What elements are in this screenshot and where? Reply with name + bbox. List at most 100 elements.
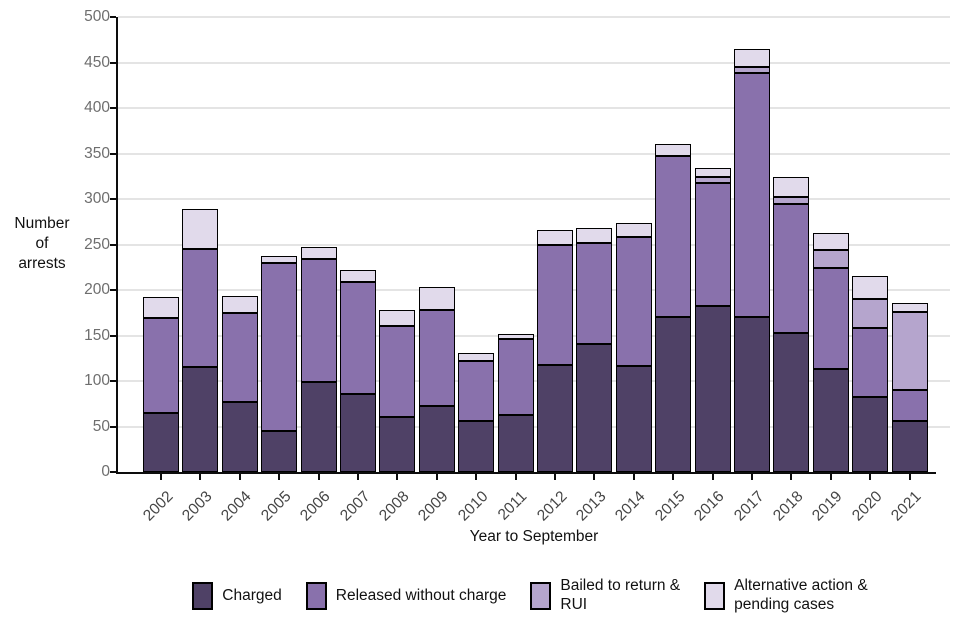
gridline-150 [118, 334, 950, 337]
gridline-200 [118, 289, 950, 291]
legend-item-charged: Charged [192, 582, 282, 610]
bar-segment-2003-released-without-charge [182, 249, 219, 368]
y-tick-label-50: 50 [92, 417, 110, 435]
bar-segment-2013-released-without-charge [576, 242, 613, 344]
y-axis-line [116, 17, 118, 474]
bar-segment-2010-released-without-charge [458, 361, 495, 422]
y-tick-mark-300 [110, 198, 116, 200]
bar-segment-2017-alternative-action-pending-cases [734, 48, 770, 68]
y-tick-label-150: 150 [84, 326, 110, 344]
y-tick-mark-450 [110, 61, 116, 64]
bar-segment-2009-alternative-action-pending-cases [418, 287, 455, 311]
legend-swatch-charged [192, 582, 214, 610]
bar-segment-2021-released-without-charge [891, 390, 928, 422]
gridline-250 [118, 243, 950, 246]
bar-segment-2018-charged [773, 332, 810, 472]
bar-segment-2005-alternative-action-pending-cases [261, 256, 298, 263]
bar-segment-2006-alternative-action-pending-cases [300, 247, 337, 260]
bar-segment-2014-released-without-charge [615, 237, 652, 366]
bar-segment-2013-charged [576, 343, 613, 472]
y-tick-label-400: 400 [84, 99, 110, 116]
gridline-400 [118, 107, 950, 109]
x-tick-mark-2015 [672, 474, 675, 480]
x-tick-mark-2008 [396, 474, 399, 480]
y-tick-mark-100 [110, 380, 116, 382]
y-tick-label-250: 250 [84, 235, 110, 253]
bar-segment-2011-released-without-charge [497, 339, 534, 415]
bar-segment-2014-charged [615, 365, 652, 472]
x-tick-label-2016: 2016 [691, 488, 728, 525]
x-tick-label-2002: 2002 [139, 488, 177, 525]
y-axis-title: Number of arrests [14, 215, 70, 273]
x-tick-mark-2006 [317, 474, 320, 480]
bar-segment-2011-alternative-action-pending-cases [497, 333, 534, 340]
legend-item-alternative-action-pending-cases: Alternative action & pending cases [704, 577, 868, 615]
bar-segment-2015-released-without-charge [655, 156, 692, 318]
x-tick-label-2007: 2007 [336, 488, 374, 525]
legend-swatch-bailed-to-return-rui [530, 582, 552, 610]
x-tick-mark-2020 [869, 474, 872, 480]
x-tick-mark-2011 [514, 474, 517, 480]
bar-segment-2003-alternative-action-pending-cases [182, 209, 219, 250]
y-tick-label-350: 350 [84, 144, 110, 162]
x-axis-title: Year to September [469, 528, 599, 545]
x-tick-mark-2019 [829, 474, 832, 480]
bar-segment-2021-alternative-action-pending-cases [891, 302, 928, 312]
x-tick-mark-2012 [554, 474, 556, 480]
bar-segment-2007-charged [340, 393, 376, 472]
bar-segment-2015-charged [655, 317, 692, 472]
bar-segment-2008-alternative-action-pending-cases [379, 310, 416, 327]
gridline-50 [118, 425, 950, 428]
bar-segment-2017-released-without-charge [734, 73, 770, 318]
x-tick-label-2008: 2008 [376, 488, 413, 525]
x-tick-mark-2018 [790, 474, 793, 480]
gridline-500 [118, 16, 950, 18]
x-tick-mark-2005 [278, 474, 281, 480]
y-tick-mark-250 [110, 243, 116, 246]
x-tick-label-2019: 2019 [809, 488, 846, 525]
bar-segment-2014-alternative-action-pending-cases [615, 222, 652, 238]
y-tick-label-0: 0 [101, 463, 110, 480]
legend-label: Charged [222, 586, 282, 604]
bar-segment-2002-alternative-action-pending-cases [143, 297, 179, 319]
x-axis-line [116, 472, 936, 474]
legend-label: Released without charge [335, 586, 507, 604]
x-tick-label-2011: 2011 [495, 488, 531, 524]
legend: Charged Released without charge Bailed to … [110, 566, 950, 626]
bar-segment-2006-released-without-charge [300, 259, 337, 382]
gridline-350 [118, 152, 950, 155]
legend-swatch-alternative-action-pending-cases [704, 582, 726, 610]
x-tick-mark-2009 [435, 474, 438, 480]
x-tick-mark-2013 [593, 474, 596, 480]
bar-segment-2004-alternative-action-pending-cases [221, 296, 258, 313]
legend-item-released-without-charge: Released without charge [305, 582, 507, 610]
x-tick-label-2009: 2009 [415, 488, 452, 525]
y-tick-mark-500 [110, 16, 116, 18]
bar-segment-2011-charged [497, 414, 534, 472]
bar-segment-2020-charged [852, 397, 889, 472]
bar-segment-2016-released-without-charge [694, 182, 731, 307]
bar-segment-2010-alternative-action-pending-cases [458, 352, 495, 361]
gridline-450 [118, 61, 950, 64]
bar-segment-2006-charged [300, 381, 337, 472]
x-tick-label-2010: 2010 [454, 488, 492, 525]
bar-segment-2021-bailed-to-return-rui [891, 311, 928, 391]
y-tick-label-450: 450 [84, 53, 110, 71]
x-tick-mark-2002 [160, 474, 162, 480]
y-axis-tick-labels: 0 50 100 150 200 250 300 350 400 450 500 [0, 8, 110, 480]
bar-segment-2019-alternative-action-pending-cases [812, 232, 849, 250]
bar-segment-2020-alternative-action-pending-cases [852, 276, 889, 300]
bar-segment-2021-charged [891, 421, 928, 472]
y-tick-label-200: 200 [84, 281, 110, 298]
y-tick-mark-0 [110, 471, 116, 473]
y-tick-mark-400 [110, 107, 116, 109]
bar-segment-2010-charged [458, 421, 495, 472]
bar-segment-2012-charged [537, 364, 573, 472]
bar-segment-2017-charged [734, 317, 770, 472]
x-tick-label-2003: 2003 [179, 488, 216, 525]
bar-segment-2019-charged [812, 369, 849, 472]
bar-segment-2004-released-without-charge [221, 312, 258, 402]
bar-segment-2019-bailed-to-return-rui [812, 249, 849, 269]
bar-segment-2016-charged [694, 306, 731, 472]
